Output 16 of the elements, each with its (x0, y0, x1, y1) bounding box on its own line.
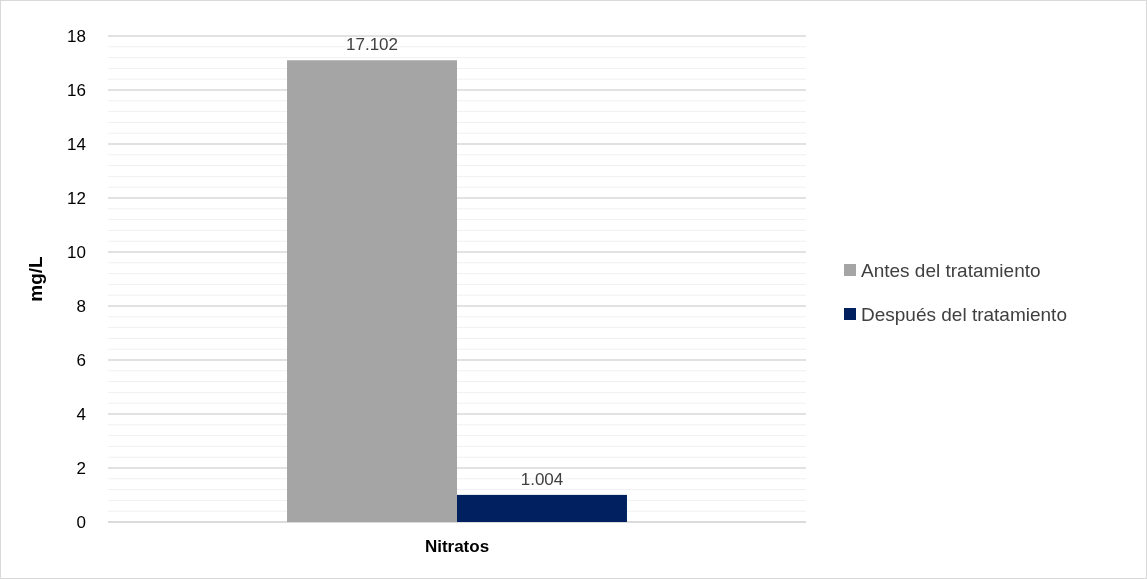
legend-label: Después del tratamiento (861, 303, 1067, 325)
y-tick-label: 16 (67, 80, 86, 100)
y-tick-label: 10 (67, 242, 86, 262)
y-tick-label: 18 (67, 26, 86, 46)
x-tick-label: Nitratos (424, 537, 490, 556)
y-axis-title: mg/L (25, 255, 46, 302)
y-tick-label: 4 (76, 404, 86, 424)
data-label: 17.102 (346, 35, 399, 55)
y-tick-label: 12 (67, 188, 86, 208)
y-tick-label: 0 (76, 512, 86, 532)
y-tick-label: 2 (76, 458, 86, 478)
data-label: 1.004 (520, 469, 564, 489)
y-tick-label: 6 (76, 350, 86, 370)
legend-label: Antes del tratamiento (861, 259, 1041, 281)
y-tick-label: 8 (76, 296, 86, 316)
y-tick-label: 14 (67, 134, 86, 154)
